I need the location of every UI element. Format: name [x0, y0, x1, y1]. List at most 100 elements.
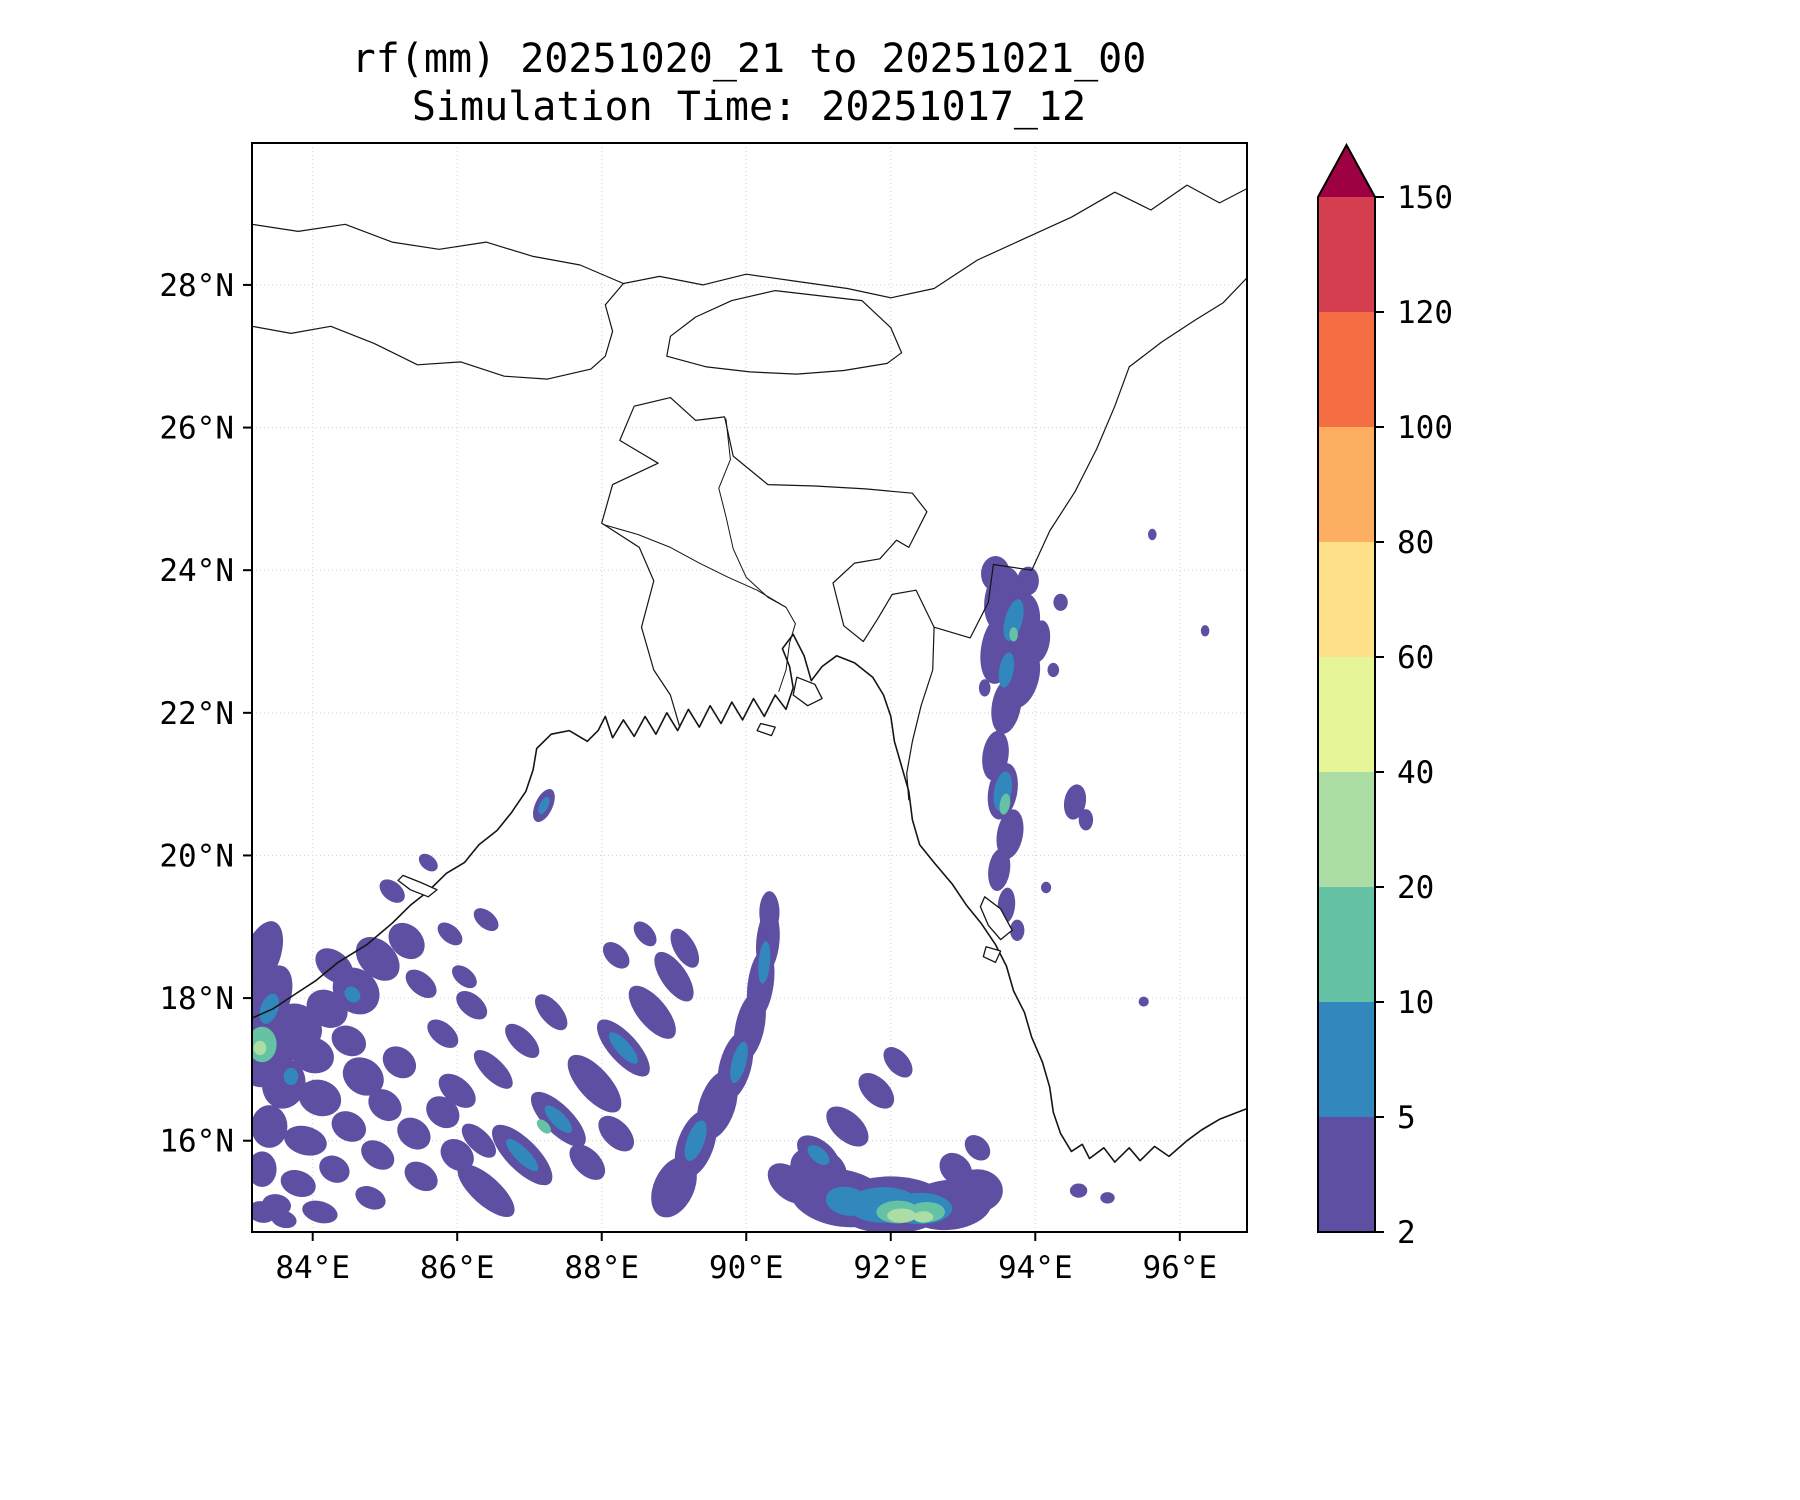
rainfall-blob — [506, 1138, 539, 1172]
rainfall-blob — [355, 1186, 386, 1210]
rainfall-blob — [598, 1115, 635, 1152]
rainfall-blob — [790, 1146, 847, 1192]
rainfall-blob — [280, 1169, 316, 1198]
rainfall-blob — [1063, 784, 1087, 820]
rainfall-blob — [456, 990, 488, 1020]
rainfall-blob — [981, 556, 1010, 592]
country-border-path — [601, 397, 935, 801]
colorbar-label: 150 — [1397, 180, 1453, 216]
y-tick-label: 20°N — [159, 838, 234, 874]
x-tick-label: 96°E — [1142, 1250, 1217, 1286]
geography-layer — [252, 184, 1247, 1163]
colorbar-label: 10 — [1397, 985, 1434, 1021]
rainfall-blob — [331, 1111, 367, 1142]
colorbar-outline — [1317, 142, 1376, 1233]
rainfall-blob — [535, 994, 568, 1031]
rainfall-blob — [252, 1151, 277, 1187]
colorbar-segment — [1318, 772, 1375, 887]
y-tick-label: 24°N — [159, 553, 234, 589]
rainfall-blob — [684, 1120, 707, 1162]
island-outline — [756, 722, 776, 737]
rainfall-blob — [758, 941, 771, 984]
chart-subtitle: Simulation Time: 20251017_12 — [412, 84, 1086, 130]
rainfall-blob — [252, 1201, 277, 1223]
colorbar-label: 80 — [1397, 525, 1434, 561]
rainfall-blob — [999, 793, 1011, 815]
rainfall-blob — [259, 993, 280, 1024]
rainfall-blob — [538, 796, 550, 815]
colorbar-label: 5 — [1397, 1100, 1416, 1136]
rainfall-blob — [991, 677, 1022, 734]
colorbar: 2 5 10 20 40 60 80 100 120 150 — [1317, 142, 1453, 1251]
rainfall-blob — [1200, 625, 1210, 637]
x-tick-label: 90°E — [709, 1250, 784, 1286]
rainfall-blob — [807, 1145, 830, 1165]
y-tick-label: 16°N — [159, 1124, 234, 1160]
rainfall-blob — [438, 1073, 476, 1108]
colorbar-label: 40 — [1397, 755, 1434, 791]
island-outline — [979, 896, 1013, 941]
rainfall-blob — [633, 921, 657, 947]
chart-title: rf(mm) 20251020_21 to 20251021_00 — [352, 36, 1147, 82]
rainfall-blob — [342, 1057, 384, 1096]
country-border-path — [252, 282, 624, 380]
y-tick-label: 28°N — [159, 268, 234, 304]
island-outline — [397, 874, 438, 898]
rainfall-blob — [344, 986, 361, 1003]
rainfall-blob — [457, 1164, 515, 1217]
axes-group: 84°E 86°E 88°E 90°E 92°E 94°E 96°E 16°N 18°N 20°N… — [159, 268, 1217, 1286]
island-outline — [982, 946, 1002, 964]
rainfall-blob — [291, 1036, 334, 1074]
rainfall-blob — [567, 1054, 622, 1113]
rainfall-blob — [1009, 627, 1018, 642]
colorbar-label: 120 — [1397, 295, 1453, 331]
rainfall-blob — [602, 942, 630, 969]
x-tick-label: 84°E — [275, 1250, 350, 1286]
rainfall-blob — [368, 1089, 402, 1122]
rainfall-blob — [1100, 1192, 1115, 1204]
rainfall-blob — [1017, 566, 1039, 596]
colorbar-label: 2 — [1397, 1215, 1416, 1251]
rainfall-blob — [569, 1144, 606, 1180]
rainfall-blob — [1053, 593, 1068, 611]
colorbar-label: 60 — [1397, 640, 1434, 676]
rainfall-blob — [730, 1041, 748, 1084]
x-tick-label: 86°E — [420, 1250, 495, 1286]
rainfall-blob — [858, 1072, 895, 1109]
rainfall-blob — [505, 1023, 540, 1059]
country-border-path — [666, 290, 903, 375]
rainfall-blob — [883, 1047, 913, 1078]
country-border-path — [933, 277, 1247, 639]
rainfall-blob — [913, 1211, 934, 1223]
rainfall-blob — [988, 848, 1011, 891]
rainfall-blob — [283, 1067, 299, 1086]
island-outline — [792, 676, 823, 707]
rainfall-blob — [361, 1140, 395, 1170]
x-tick-label: 92°E — [853, 1250, 928, 1286]
colorbar-segment — [1318, 197, 1375, 312]
colorbar-segment — [1318, 1002, 1375, 1117]
rainfall-blob — [418, 853, 438, 872]
rainfall-blob — [437, 922, 463, 946]
rainfall-blob — [1047, 662, 1060, 678]
y-tick-label: 26°N — [159, 411, 234, 447]
rainfall-blob — [654, 951, 694, 1002]
rainfall-blob — [759, 891, 780, 934]
rainfall-blob — [939, 1152, 973, 1186]
rainfall-blob — [1010, 919, 1025, 941]
rainfall-blob — [536, 1119, 551, 1134]
rainfall-blob — [405, 969, 437, 999]
rainfall-blob — [355, 937, 400, 981]
x-tick-label: 94°E — [998, 1250, 1073, 1286]
rainfall-blob — [964, 1135, 991, 1161]
rainfall-blob — [825, 1186, 869, 1216]
x-tick-label: 88°E — [564, 1250, 639, 1286]
y-tick-label: 18°N — [159, 981, 234, 1017]
colorbar-segment — [1318, 657, 1375, 772]
rainfall-blob — [284, 1125, 327, 1156]
rainfall-blob — [253, 1040, 267, 1056]
rainfall-blob — [628, 985, 676, 1039]
rainfall-blob — [298, 1079, 342, 1117]
rainfall-blob — [271, 1210, 297, 1229]
